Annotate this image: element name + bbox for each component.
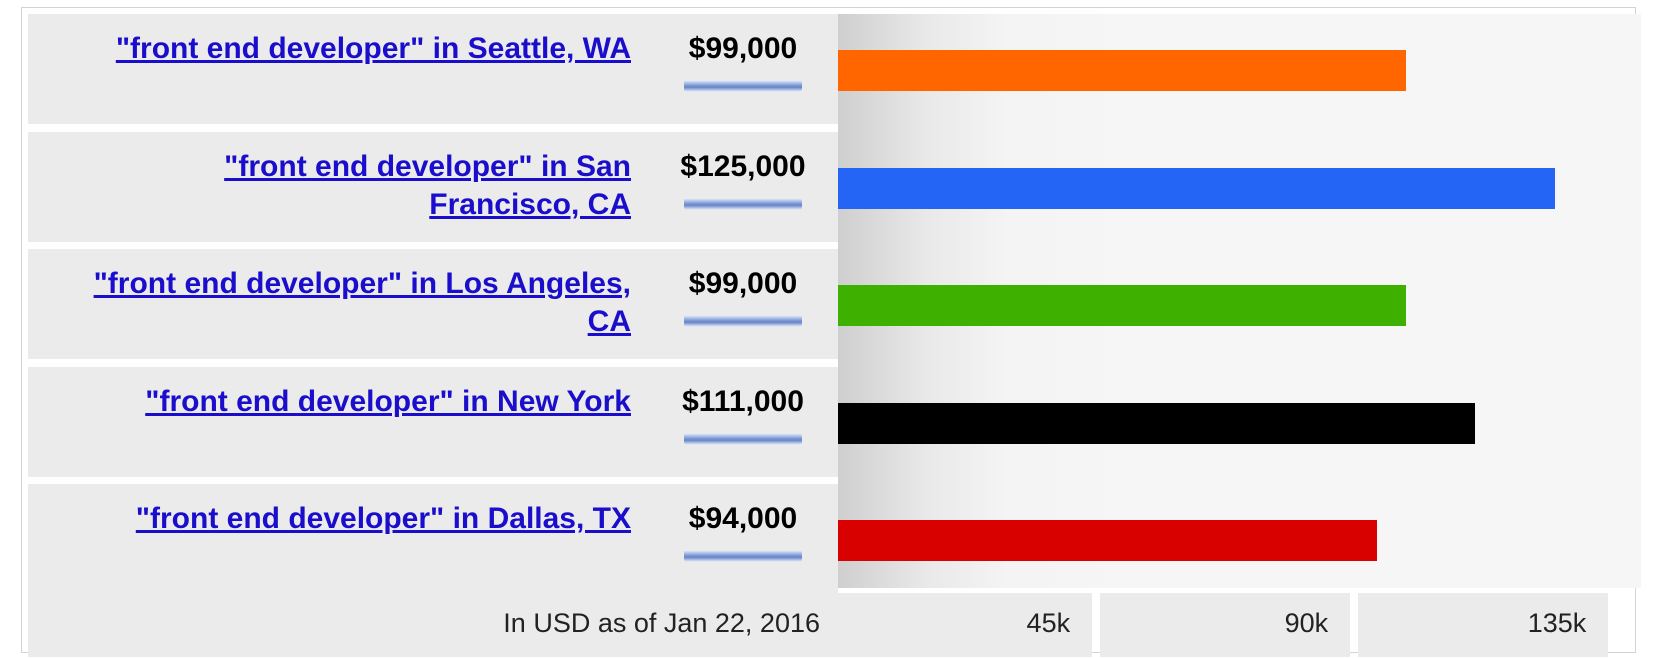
x-tick-cell: 45k bbox=[838, 593, 1093, 657]
salary-data-label: $99,000 bbox=[688, 267, 798, 300]
x-tick-cell: 90k bbox=[1100, 593, 1351, 657]
salary-meter-icon bbox=[684, 197, 802, 210]
x-tick-cell: 135k bbox=[1358, 593, 1609, 657]
x-tick-label: 135k bbox=[1527, 608, 1587, 638]
job-search-link[interactable]: "front end developer" in New York bbox=[145, 384, 631, 418]
salary-meter-icon bbox=[684, 432, 802, 445]
x-tick-label: 90k bbox=[1284, 608, 1329, 638]
job-search-link[interactable]: "front end developer" in Los Angeles, CA bbox=[93, 267, 631, 338]
salary-data-label: $125,000 bbox=[680, 149, 806, 183]
job-search-link[interactable]: "front end developer" in Seattle, WA bbox=[115, 32, 631, 65]
job-search-link[interactable]: "front end developer" in Dallas, TX bbox=[135, 502, 631, 535]
salary-data-label: $94,000 bbox=[688, 502, 798, 535]
salary-data-label: $99,000 bbox=[688, 32, 798, 65]
salary-data-label: $111,000 bbox=[682, 384, 804, 418]
row-label-cell: "front end developer" in San Francisco, … bbox=[28, 131, 838, 242]
salary-meter-icon bbox=[684, 550, 802, 562]
row-label-cell: "front end developer" in New York $111,00… bbox=[28, 366, 838, 477]
bar bbox=[838, 167, 1555, 209]
footer-note: In USD as of Jan 22, 2016 bbox=[503, 608, 820, 638]
salary-meter-icon bbox=[684, 80, 802, 92]
bar bbox=[838, 50, 1406, 91]
bar bbox=[838, 520, 1378, 561]
bar bbox=[838, 402, 1475, 444]
x-tick-label: 45k bbox=[1026, 608, 1071, 638]
row-label-cell: "front end developer" in Dallas, TX $94,0… bbox=[28, 484, 838, 594]
row-label-cell: "front end developer" in Seattle, WA $99,… bbox=[28, 14, 838, 124]
job-search-link[interactable]: "front end developer" in San Francisco, … bbox=[224, 149, 631, 221]
salary-meter-icon bbox=[684, 315, 802, 327]
footer-note-cell: In USD as of Jan 22, 2016 bbox=[28, 593, 838, 657]
plot-area bbox=[838, 14, 1641, 588]
bar bbox=[838, 285, 1406, 326]
row-label-cell: "front end developer" in Los Angeles, CA… bbox=[28, 249, 838, 359]
